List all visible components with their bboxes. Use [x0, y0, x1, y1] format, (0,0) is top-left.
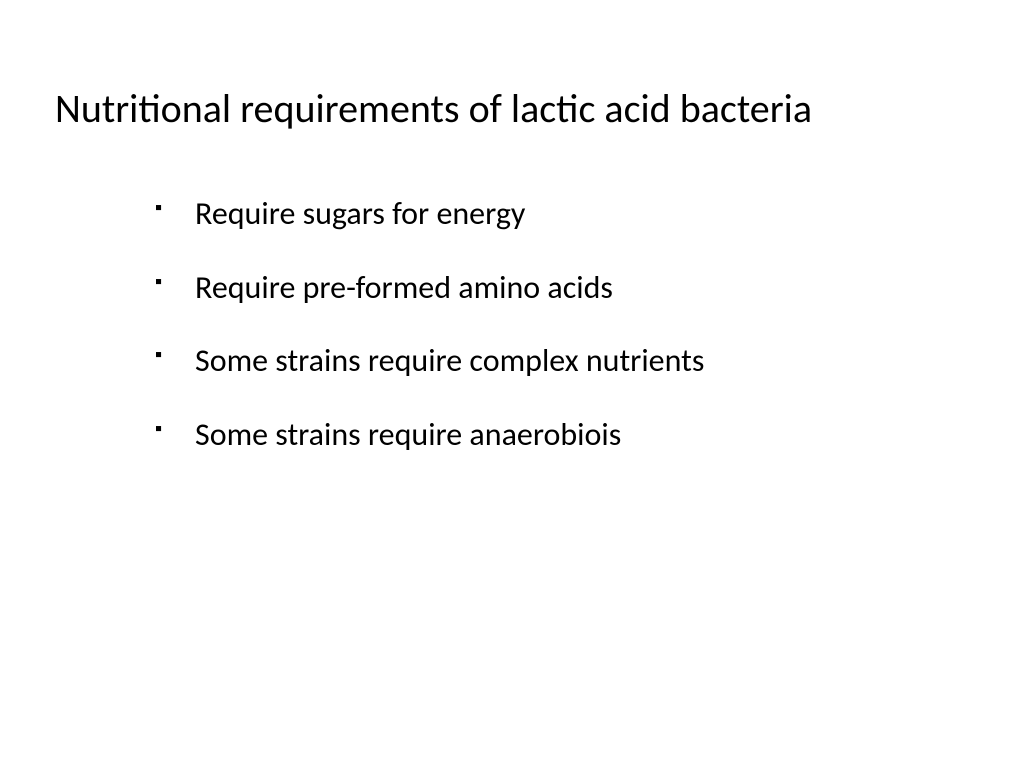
- slide-title: Nutritional requirements of lactic acid …: [55, 85, 969, 133]
- bullet-item: Some strains require complex nutrients: [155, 340, 969, 382]
- bullet-list: Require sugars for energy Require pre-fo…: [55, 193, 969, 455]
- bullet-item: Require pre-formed amino acids: [155, 267, 969, 309]
- bullet-item: Require sugars for energy: [155, 193, 969, 235]
- bullet-item: Some strains require anaerobiois: [155, 414, 969, 456]
- slide-container: Nutritional requirements of lactic acid …: [0, 0, 1024, 768]
